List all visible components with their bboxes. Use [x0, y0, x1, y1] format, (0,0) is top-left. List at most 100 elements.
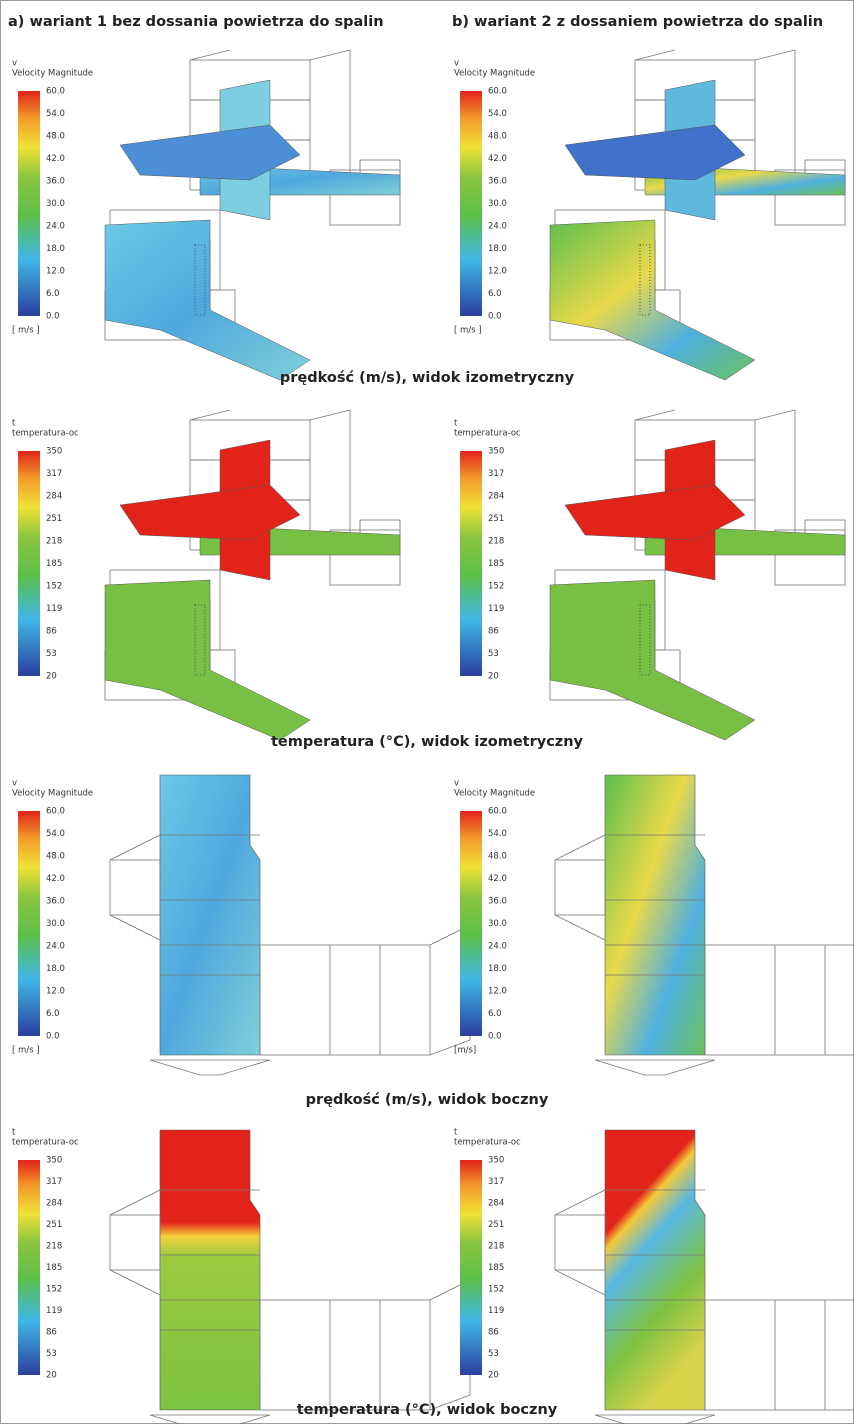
scale-label: 350 — [46, 1156, 62, 1166]
scale-label: 317 — [46, 469, 62, 479]
wireframe — [110, 1190, 160, 1215]
legend-title: Velocity Magnitude — [12, 789, 93, 799]
scale-label: 20 — [46, 1371, 57, 1381]
scale-label: 60.0 — [488, 87, 507, 97]
scale-label: 6.0 — [46, 1009, 60, 1019]
scale-label: 54.0 — [46, 829, 65, 839]
scale-label: 60.0 — [488, 807, 507, 817]
scale-label: 0.0 — [488, 312, 502, 322]
wireframe — [635, 410, 675, 420]
wireframe — [635, 50, 675, 60]
scale-label: 218 — [46, 537, 62, 547]
color-scale — [18, 811, 40, 1036]
scale-label: 48.0 — [46, 852, 65, 862]
scale-label: 24.0 — [488, 222, 507, 232]
wireframe — [110, 860, 160, 915]
scale-label: 185 — [46, 559, 62, 569]
scale-label: 30.0 — [46, 199, 65, 209]
scale-label: 218 — [488, 1242, 504, 1252]
wireframe — [310, 50, 350, 60]
scale-label: 6.0 — [488, 1009, 502, 1019]
legend-symbol: t — [12, 1128, 16, 1138]
wireframe — [110, 835, 160, 860]
scale-label: 20 — [488, 1371, 499, 1381]
wireframe — [555, 1215, 605, 1270]
wireframe — [705, 945, 854, 1055]
scale-label: 284 — [488, 492, 504, 502]
wireframe — [110, 915, 160, 940]
scale-unit: [ m/s ] — [12, 326, 40, 336]
wireframe — [190, 410, 230, 420]
scale-label: 152 — [46, 1285, 62, 1295]
scale-label: 42.0 — [488, 874, 507, 884]
row-caption: prędkość (m/s), widok izometryczny — [280, 370, 575, 386]
legend-symbol: v — [454, 779, 459, 789]
scale-label: 24.0 — [488, 942, 507, 952]
scale-label: 18.0 — [46, 244, 65, 254]
wireframe — [555, 915, 605, 940]
hopper — [595, 1060, 715, 1075]
scale-label: 36.0 — [46, 897, 65, 907]
flow-surface — [105, 580, 310, 740]
scale-label: 42.0 — [46, 874, 65, 884]
row-caption: temperatura (°C), widok boczny — [297, 1402, 558, 1418]
legend-title: temperatura-oc — [454, 1138, 521, 1148]
scale-label: 0.0 — [46, 312, 60, 322]
scale-label: 48.0 — [488, 132, 507, 142]
scale-label: 317 — [488, 469, 504, 479]
scale-label: 86 — [488, 627, 499, 637]
hopper — [595, 1415, 715, 1424]
scale-label: 24.0 — [46, 222, 65, 232]
scale-label: 54.0 — [46, 109, 65, 119]
scale-label: 18.0 — [46, 964, 65, 974]
wireframe — [260, 945, 430, 1055]
color-scale — [18, 451, 40, 676]
scale-label: 251 — [46, 1220, 62, 1230]
scale-label: 0.0 — [46, 1032, 60, 1042]
wireframe — [555, 835, 605, 860]
scale-label: 119 — [488, 1306, 504, 1316]
flow-surface — [550, 580, 755, 740]
scale-label: 350 — [488, 447, 504, 457]
scale-label: 350 — [488, 1156, 504, 1166]
legend-symbol: t — [12, 419, 16, 429]
flow-surface — [160, 775, 260, 1055]
scale-label: 350 — [46, 447, 62, 457]
scale-label: 36.0 — [488, 897, 507, 907]
scale-label: 30.0 — [488, 919, 507, 929]
wireframe — [755, 50, 795, 60]
wireframe — [310, 410, 350, 420]
wireframe — [110, 1215, 160, 1270]
hopper — [150, 1060, 270, 1075]
hopper — [150, 1415, 270, 1424]
wireframe — [260, 1300, 430, 1410]
scale-label: 284 — [46, 1199, 62, 1209]
scale-label: 251 — [488, 514, 504, 524]
scale-label: 53 — [488, 649, 499, 659]
scale-label: 185 — [488, 1263, 504, 1273]
flow-surface — [605, 1130, 705, 1410]
legend-title: temperatura-oc — [454, 429, 521, 439]
scale-label: 251 — [46, 514, 62, 524]
scale-label: 317 — [488, 1177, 504, 1187]
page: {"header": {"columns": ["a) wariant 1 be… — [0, 0, 854, 1424]
scale-label: 12.0 — [46, 267, 65, 277]
scale-label: 6.0 — [46, 289, 60, 299]
scale-label: 218 — [46, 1242, 62, 1252]
wireframe — [705, 1300, 854, 1410]
scale-label: 42.0 — [46, 154, 65, 164]
scale-label: 119 — [46, 1306, 62, 1316]
scale-label: 152 — [488, 1285, 504, 1295]
flow-surface — [105, 220, 310, 380]
row-caption: prędkość (m/s), widok boczny — [306, 1092, 549, 1108]
scale-label: 12.0 — [46, 987, 65, 997]
scale-label: 53 — [46, 1349, 57, 1359]
scale-label: 18.0 — [488, 964, 507, 974]
scale-label: 284 — [46, 492, 62, 502]
scale-label: 36.0 — [488, 177, 507, 187]
scale-label: 119 — [488, 604, 504, 614]
color-scale — [460, 451, 482, 676]
scale-label: 86 — [488, 1328, 499, 1338]
legend-symbol: v — [12, 779, 17, 789]
scale-label: 152 — [46, 582, 62, 592]
